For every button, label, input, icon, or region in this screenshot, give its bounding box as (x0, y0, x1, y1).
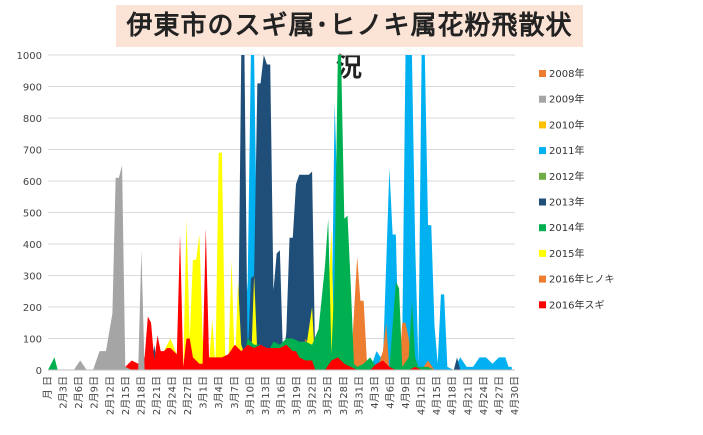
x-tick-label-21: 4月3日 (369, 376, 381, 409)
x-tick-label-24: 4月12日 (416, 376, 428, 415)
series-area-6 (73, 165, 145, 370)
x-tick-label-6: 2月18日 (135, 376, 147, 415)
legend-swatch-0 (539, 70, 546, 77)
y-tick-label-5: 500 (23, 209, 42, 220)
legend-swatch-5 (539, 198, 546, 206)
x-tick-label-18: 3月25日 (322, 376, 334, 415)
y-tick-label-10: 1000 (17, 51, 42, 62)
x-tick-label-17: 3月22日 (307, 376, 319, 415)
x-tick-label-23: 4月9日 (400, 376, 412, 409)
legend-swatch-1 (539, 95, 546, 103)
legend-swatch-3 (539, 147, 546, 155)
x-tick-label-25: 4月15日 (431, 376, 443, 415)
x-tick-label-2: 2月6日 (73, 376, 85, 409)
legend-label-8: 2016年ヒノキ (549, 273, 614, 286)
x-tick-label-9: 2月27日 (182, 376, 194, 415)
x-tick-label-16: 3月19日 (291, 376, 303, 415)
legend-label-0: 2008年 (549, 67, 584, 80)
y-tick-label-1: 100 (23, 335, 42, 346)
series-area-1 (99, 55, 461, 370)
x-tick-label-5: 2月15日 (120, 376, 132, 415)
y-tick-label-4: 400 (23, 240, 42, 251)
y-tick-label-7: 700 (23, 146, 42, 157)
y-tick-label-3: 300 (23, 272, 42, 283)
x-tick-label-8: 2月24日 (167, 376, 179, 415)
x-tick-label-1: 2月3日 (58, 376, 70, 409)
legend-label-7: 2015年 (549, 247, 584, 260)
x-tick-label-7: 2月21日 (151, 376, 163, 415)
legend-label-1: 2009年 (549, 93, 584, 106)
legend-swatch-8 (539, 275, 546, 283)
y-tick-label-0: 0 (36, 366, 42, 377)
x-tick-label-30: 4月30日 (509, 376, 521, 415)
legend-label-5: 2013年 (549, 196, 584, 209)
legend-swatch-9 (539, 301, 546, 309)
x-tick-label-26: 4月18日 (447, 376, 459, 415)
y-tick-label-2: 200 (23, 303, 42, 314)
x-tick-label-28: 4月24日 (478, 376, 490, 415)
x-tick-label-29: 4月27日 (493, 376, 505, 415)
series-area-3 (112, 152, 351, 370)
x-tick-label-14: 3月13日 (260, 376, 272, 415)
x-tick-label-0: 月 日 (42, 376, 54, 399)
x-tick-label-4: 2月12日 (104, 376, 116, 415)
x-tick-label-13: 3月10日 (244, 376, 256, 415)
legend-label-4: 2012年 (549, 170, 584, 183)
series-area-4 (48, 55, 435, 370)
x-tick-label-22: 4月6日 (384, 376, 396, 409)
x-tick-label-12: 3月7日 (229, 376, 241, 409)
legend-label-3: 2011年 (549, 144, 584, 157)
y-tick-label-6: 600 (23, 177, 42, 188)
x-tick-label-3: 2月9日 (89, 376, 101, 409)
x-tick-label-15: 3月16日 (276, 376, 288, 415)
x-tick-label-10: 3月1日 (198, 376, 210, 409)
y-tick-label-9: 900 (23, 83, 42, 94)
chart-title: 伊東市のスギ属･ヒノキ属花粉飛散状況 (126, 11, 573, 83)
legend-swatch-7 (539, 249, 546, 257)
legend-swatch-6 (539, 224, 546, 232)
legend-swatch-4 (539, 172, 546, 180)
legend-label-9: 2016年スギ (549, 298, 604, 311)
title-background (116, 5, 583, 47)
y-tick-label-8: 800 (23, 114, 42, 125)
x-tick-label-11: 3月4日 (213, 376, 225, 409)
x-tick-label-19: 3月28日 (338, 376, 350, 415)
legend-label-2: 2010年 (549, 118, 584, 131)
x-tick-label-27: 4月21日 (462, 376, 474, 415)
legend-label-6: 2014年 (549, 221, 584, 234)
legend-swatch-2 (539, 121, 546, 129)
x-tick-label-20: 3月31日 (353, 376, 365, 415)
